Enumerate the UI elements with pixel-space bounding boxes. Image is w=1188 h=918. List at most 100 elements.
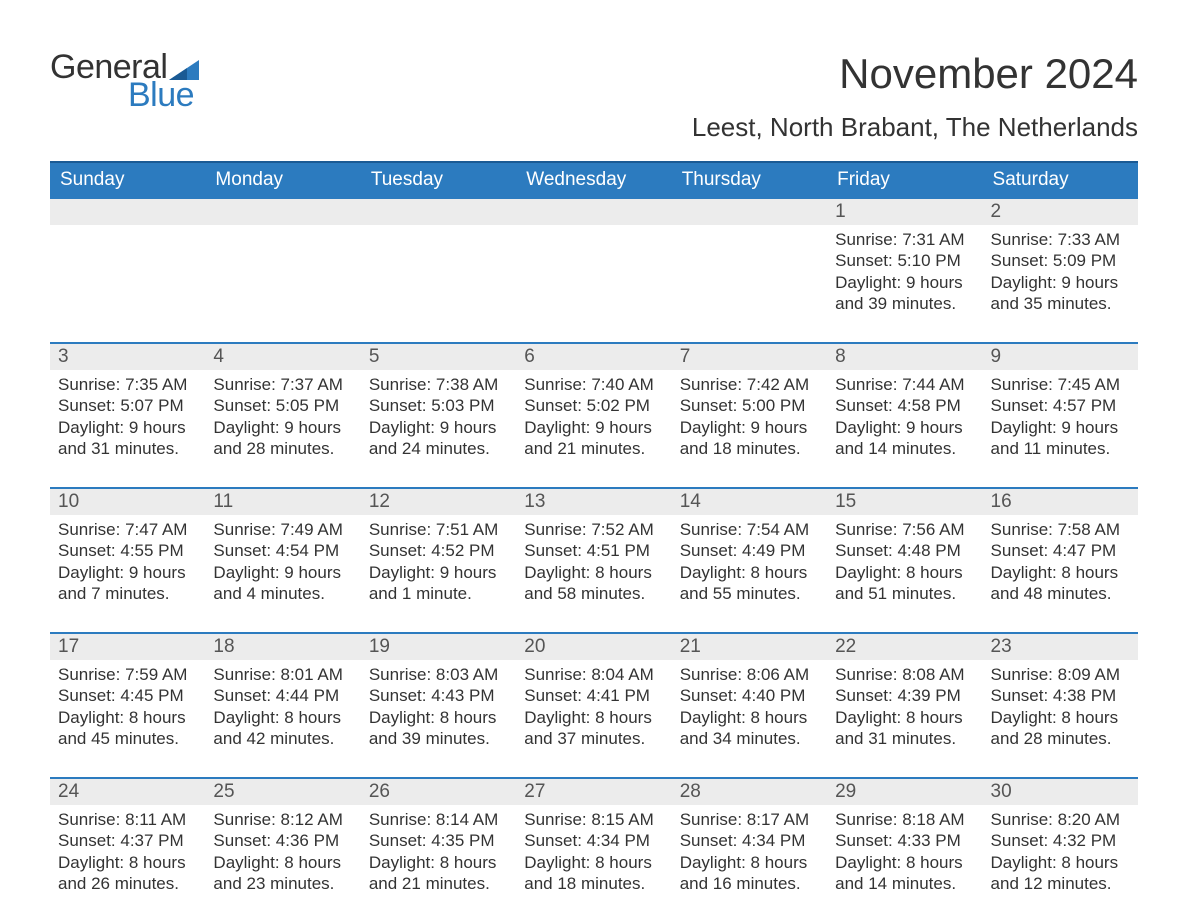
day-sunrise: Sunrise: 7:44 AM — [835, 374, 974, 395]
day-sunrise: Sunrise: 7:52 AM — [524, 519, 663, 540]
day-daylight1: Daylight: 9 hours — [991, 272, 1130, 293]
day-daylight2: and 23 minutes. — [213, 873, 352, 894]
day-sunrise: Sunrise: 7:40 AM — [524, 374, 663, 395]
brand-logo: General Blue — [50, 50, 199, 112]
day-sunset: Sunset: 4:41 PM — [524, 685, 663, 706]
day-sunset: Sunset: 4:38 PM — [991, 685, 1130, 706]
calendar-page: General Blue November 2024 Leest, North … — [0, 0, 1188, 918]
day-daylight1: Daylight: 9 hours — [213, 562, 352, 583]
day-daylight2: and 48 minutes. — [991, 583, 1130, 604]
day-sunset: Sunset: 4:35 PM — [369, 830, 508, 851]
day-details-cell: Sunrise: 7:40 AMSunset: 5:02 PMDaylight:… — [516, 370, 671, 488]
day-daylight2: and 24 minutes. — [369, 438, 508, 459]
day-details-cell: Sunrise: 8:11 AMSunset: 4:37 PMDaylight:… — [50, 805, 205, 902]
day-sunrise: Sunrise: 7:33 AM — [991, 229, 1130, 250]
day-sunrise: Sunrise: 7:38 AM — [369, 374, 508, 395]
day-sunset: Sunset: 4:34 PM — [680, 830, 819, 851]
day-number-cell: 9 — [983, 343, 1138, 370]
day-details-cell: Sunrise: 8:17 AMSunset: 4:34 PMDaylight:… — [672, 805, 827, 902]
day-number-cell: 6 — [516, 343, 671, 370]
day-details-cell: Sunrise: 8:09 AMSunset: 4:38 PMDaylight:… — [983, 660, 1138, 778]
day-number-cell: 5 — [361, 343, 516, 370]
day-sunrise: Sunrise: 7:59 AM — [58, 664, 197, 685]
day-sunrise: Sunrise: 7:58 AM — [991, 519, 1130, 540]
day-details-cell — [361, 225, 516, 343]
day-daylight1: Daylight: 9 hours — [369, 562, 508, 583]
day-sunrise: Sunrise: 8:11 AM — [58, 809, 197, 830]
week-details-row: Sunrise: 7:31 AMSunset: 5:10 PM Daylight:… — [50, 225, 1138, 343]
weekday-header: Monday — [205, 162, 360, 198]
day-daylight2: and 16 minutes. — [680, 873, 819, 894]
day-sunrise: Sunrise: 8:20 AM — [991, 809, 1130, 830]
page-header: General Blue November 2024 Leest, North … — [50, 50, 1138, 143]
day-number-cell: 17 — [50, 633, 205, 660]
day-daylight2: and 35 minutes. — [991, 293, 1130, 314]
day-sunrise: Sunrise: 8:14 AM — [369, 809, 508, 830]
day-sunset: Sunset: 5:02 PM — [524, 395, 663, 416]
day-number-cell: 2 — [983, 198, 1138, 225]
day-details-cell: Sunrise: 7:35 AMSunset: 5:07 PMDaylight:… — [50, 370, 205, 488]
day-number-cell — [516, 198, 671, 225]
day-details-cell: Sunrise: 7:52 AMSunset: 4:51 PMDaylight:… — [516, 515, 671, 633]
day-number-cell — [672, 198, 827, 225]
day-daylight1: Daylight: 8 hours — [991, 562, 1130, 583]
day-sunrise: Sunrise: 7:31 AM — [835, 229, 974, 250]
day-number-cell: 21 — [672, 633, 827, 660]
day-number-cell: 19 — [361, 633, 516, 660]
weekday-header: Tuesday — [361, 162, 516, 198]
week-daynum-row: 12 — [50, 198, 1138, 225]
weekday-header: Thursday — [672, 162, 827, 198]
day-daylight1: Daylight: 8 hours — [524, 562, 663, 583]
weekday-header: Sunday — [50, 162, 205, 198]
day-daylight2: and 12 minutes. — [991, 873, 1130, 894]
day-daylight1: Daylight: 8 hours — [991, 852, 1130, 873]
day-number-cell: 4 — [205, 343, 360, 370]
day-details-cell: Sunrise: 7:38 AMSunset: 5:03 PMDaylight:… — [361, 370, 516, 488]
day-sunset: Sunset: 4:32 PM — [991, 830, 1130, 851]
location-subtitle: Leest, North Brabant, The Netherlands — [692, 112, 1138, 143]
day-details-cell: Sunrise: 7:33 AMSunset: 5:09 PMDaylight:… — [983, 225, 1138, 343]
day-sunrise: Sunrise: 7:54 AM — [680, 519, 819, 540]
day-daylight1: Daylight: 9 hours — [369, 417, 508, 438]
day-daylight1: Daylight: 8 hours — [835, 562, 974, 583]
day-number-cell: 24 — [50, 778, 205, 805]
day-sunset: Sunset: 4:54 PM — [213, 540, 352, 561]
day-details-cell: Sunrise: 8:04 AMSunset: 4:41 PMDaylight:… — [516, 660, 671, 778]
day-sunset: Sunset: 5:10 PM — [835, 250, 974, 271]
day-details-cell: Sunrise: 8:14 AMSunset: 4:35 PMDaylight:… — [361, 805, 516, 902]
day-sunset: Sunset: 4:39 PM — [835, 685, 974, 706]
day-daylight2: and 18 minutes. — [524, 873, 663, 894]
day-sunrise: Sunrise: 7:45 AM — [991, 374, 1130, 395]
day-sunrise: Sunrise: 7:56 AM — [835, 519, 974, 540]
day-sunrise: Sunrise: 7:49 AM — [213, 519, 352, 540]
day-daylight2: and 28 minutes. — [991, 728, 1130, 749]
day-daylight2: and 51 minutes. — [835, 583, 974, 604]
day-daylight2: and 18 minutes. — [680, 438, 819, 459]
day-details-cell: Sunrise: 7:56 AMSunset: 4:48 PMDaylight:… — [827, 515, 982, 633]
day-details-cell: Sunrise: 8:03 AMSunset: 4:43 PMDaylight:… — [361, 660, 516, 778]
day-daylight1: Daylight: 9 hours — [58, 562, 197, 583]
day-sunset: Sunset: 4:49 PM — [680, 540, 819, 561]
day-daylight2: and 39 minutes. — [835, 293, 974, 314]
day-sunset: Sunset: 5:03 PM — [369, 395, 508, 416]
day-number-cell: 3 — [50, 343, 205, 370]
day-daylight2: and 21 minutes. — [524, 438, 663, 459]
day-daylight2: and 39 minutes. — [369, 728, 508, 749]
day-details-cell: Sunrise: 7:42 AMSunset: 5:00 PMDaylight:… — [672, 370, 827, 488]
day-sunset: Sunset: 4:36 PM — [213, 830, 352, 851]
week-daynum-row: 3456789 — [50, 343, 1138, 370]
day-number-cell: 11 — [205, 488, 360, 515]
day-sunset: Sunset: 5:07 PM — [58, 395, 197, 416]
week-details-row: Sunrise: 7:47 AMSunset: 4:55 PMDaylight:… — [50, 515, 1138, 633]
day-details-cell: Sunrise: 7:31 AMSunset: 5:10 PMDaylight:… — [827, 225, 982, 343]
day-number-cell: 28 — [672, 778, 827, 805]
day-sunrise: Sunrise: 8:04 AM — [524, 664, 663, 685]
day-details-cell: Sunrise: 7:45 AMSunset: 4:57 PMDaylight:… — [983, 370, 1138, 488]
title-block: November 2024 Leest, North Brabant, The … — [692, 50, 1138, 143]
day-daylight2: and 31 minutes. — [58, 438, 197, 459]
brand-name-part2: Blue — [128, 78, 199, 112]
day-sunrise: Sunrise: 8:03 AM — [369, 664, 508, 685]
day-details-cell: Sunrise: 7:47 AMSunset: 4:55 PMDaylight:… — [50, 515, 205, 633]
day-details-cell: Sunrise: 7:37 AMSunset: 5:05 PMDaylight:… — [205, 370, 360, 488]
day-daylight2: and 31 minutes. — [835, 728, 974, 749]
